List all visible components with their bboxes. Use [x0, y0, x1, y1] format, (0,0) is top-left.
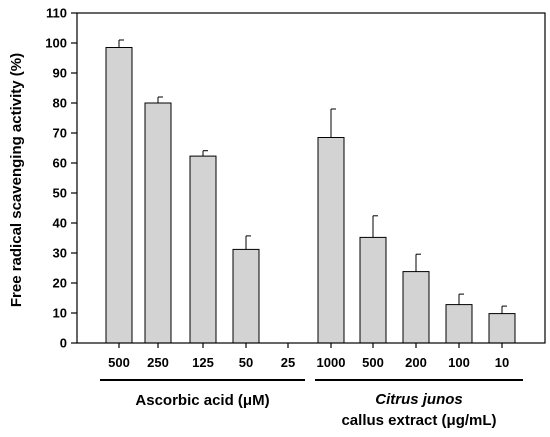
y-tick-label: 10	[53, 306, 67, 321]
y-tick-label: 90	[53, 66, 67, 81]
bar	[317, 137, 345, 344]
bar	[359, 236, 387, 344]
y-tick-label: 110	[46, 6, 67, 21]
bar	[144, 102, 172, 344]
axes: 0 10 20 30 40 50 60 70 80 90 100 110 500 250 125 50 25 10…	[45, 6, 546, 381]
group-label-citrus-junos: Citrus junos	[375, 391, 463, 408]
x-tick-label: 500	[362, 355, 384, 370]
bar	[402, 271, 430, 344]
labels: Free radical scavenging activity (%) Asc…	[8, 53, 497, 429]
x-tick-label: 10	[495, 355, 509, 370]
plot-frame	[76, 12, 546, 344]
group-label-callus-extract: callus extract (μg/mL)	[341, 412, 496, 429]
x-tick-label: 25	[281, 355, 295, 370]
x-tick-label: 200	[405, 355, 427, 370]
bar	[105, 47, 133, 344]
bar	[445, 304, 473, 344]
group-label-ascorbic-acid: Ascorbic acid (μM)	[135, 392, 269, 409]
x-tick-label: 500	[108, 355, 130, 370]
bar	[232, 248, 260, 344]
y-tick-label: 80	[53, 96, 67, 111]
y-tick-label: 40	[53, 216, 67, 231]
bar	[488, 313, 516, 344]
y-tick-label: 50	[53, 186, 67, 201]
bar-series	[105, 39, 516, 344]
y-tick-label: 100	[45, 36, 67, 51]
x-tick-label: 125	[192, 355, 214, 370]
y-tick-label: 30	[53, 246, 67, 261]
x-tick-label: 50	[239, 355, 253, 370]
y-tick-label: 60	[53, 156, 67, 171]
y-axis-label: Free radical scavenging activity (%)	[8, 53, 25, 307]
x-tick-label: 250	[147, 355, 169, 370]
y-tick-label: 70	[53, 126, 67, 141]
x-tick-label: 100	[448, 355, 470, 370]
x-tick-label: 1000	[317, 355, 346, 370]
y-tick-label: 0	[60, 336, 67, 351]
y-tick-label: 20	[53, 276, 67, 291]
bar	[189, 155, 217, 344]
